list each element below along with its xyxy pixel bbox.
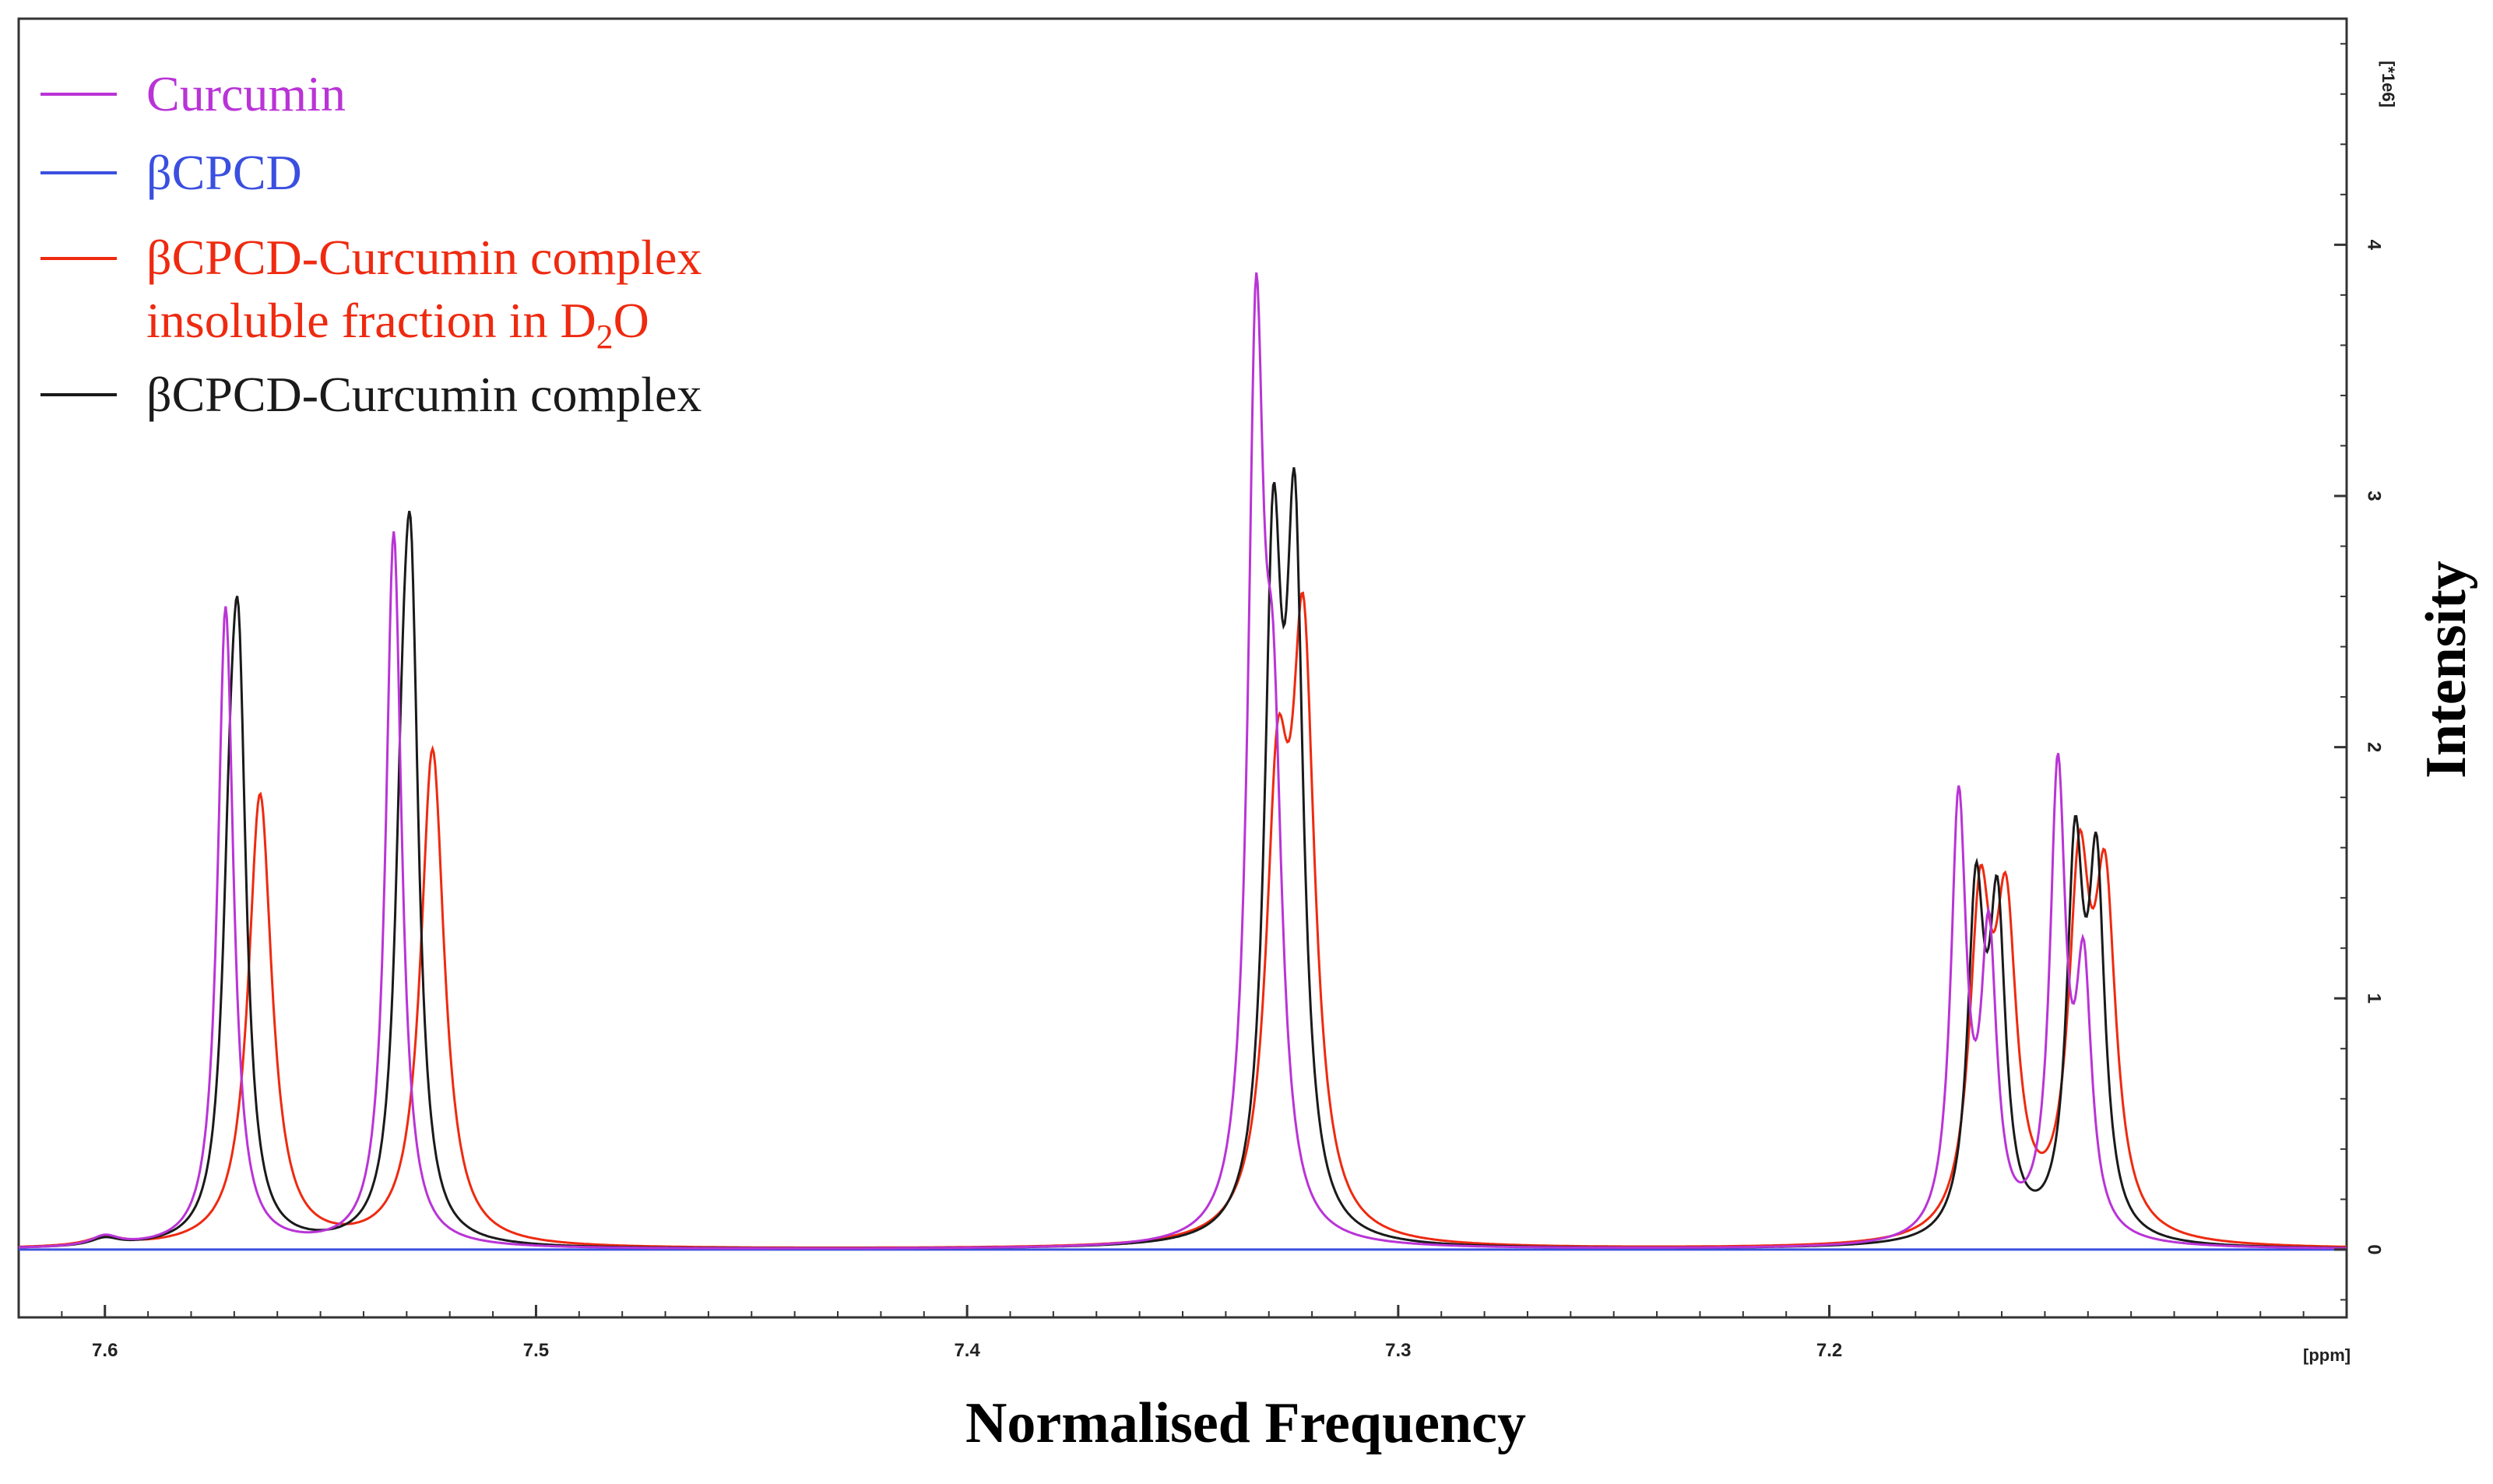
x-axis: 7.6 7.5 7.4 7.3 7.2 bbox=[18, 1305, 2347, 1361]
x-tick-label-7.6: 7.6 bbox=[92, 1340, 118, 1361]
x-axis-title: Normalised Frequency bbox=[965, 1391, 1526, 1455]
legend-label-insoluble-subscript: 2 bbox=[596, 318, 614, 356]
y-axis-title: Intensity bbox=[2414, 561, 2478, 779]
series-line-curcumin bbox=[19, 272, 2347, 1250]
legend-label-curcumin: Curcumin bbox=[146, 66, 346, 121]
spectrum-curves bbox=[18, 272, 2347, 1251]
x-unit-label: [ppm] bbox=[2303, 1345, 2351, 1365]
legend-label-insoluble-line1: βCPCD-Curcumin complex bbox=[146, 230, 701, 285]
y-axis: 0 1 2 3 4 bbox=[2334, 43, 2385, 1301]
y-tick-label-0: 0 bbox=[2364, 1244, 2385, 1254]
x-tick-label-7.3: 7.3 bbox=[1385, 1340, 1411, 1361]
legend-label-insoluble-tail: O bbox=[614, 293, 649, 348]
x-tick-label-7.4: 7.4 bbox=[954, 1340, 980, 1361]
y-tick-label-1: 1 bbox=[2364, 993, 2385, 1004]
y-unit-label: [*1e6] bbox=[2379, 61, 2398, 107]
legend: Curcumin βCPCD βCPCD-Curcumin complex in… bbox=[40, 66, 701, 422]
legend-label-complex: βCPCD-Curcumin complex bbox=[146, 367, 701, 422]
y-tick-label-3: 3 bbox=[2364, 491, 2385, 501]
legend-label-insoluble-line2: insoluble fraction in D2O bbox=[146, 293, 649, 356]
y-tick-label-2: 2 bbox=[2364, 742, 2385, 752]
legend-label-insoluble-main: insoluble fraction in D bbox=[146, 293, 596, 348]
legend-label-bcpcd: βCPCD bbox=[146, 145, 302, 200]
y-tick-label-4: 4 bbox=[2364, 240, 2385, 251]
x-tick-label-7.2: 7.2 bbox=[1816, 1340, 1842, 1361]
x-tick-label-7.5: 7.5 bbox=[523, 1340, 549, 1361]
series-line--cpcd-curcumin-complex bbox=[18, 467, 2347, 1250]
